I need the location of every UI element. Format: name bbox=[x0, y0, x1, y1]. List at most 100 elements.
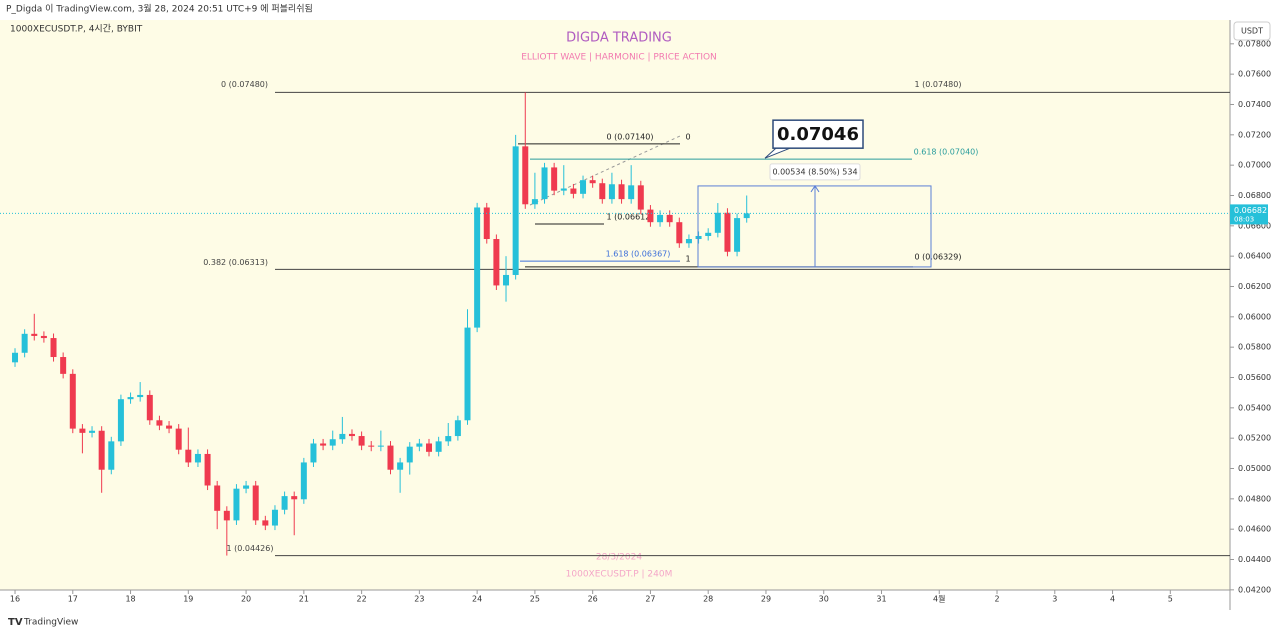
level-label: 1.618 (0.06367) bbox=[606, 250, 671, 259]
candle-body bbox=[724, 212, 731, 252]
y-tick-label: 0.04800 bbox=[1238, 494, 1271, 503]
candle-body bbox=[406, 446, 413, 463]
level-label: 0.618 (0.07040) bbox=[914, 148, 979, 157]
footer-brand: TradingView bbox=[23, 618, 78, 628]
candle-body bbox=[560, 188, 567, 191]
symbol-line: 1000XECUSDT.P, 4시간, BYBIT bbox=[10, 24, 143, 35]
candle-body bbox=[339, 433, 346, 440]
level-label: 0 (0.06329) bbox=[915, 252, 962, 261]
level-label: 0 (0.07480) bbox=[221, 80, 268, 89]
candle-body bbox=[734, 218, 741, 252]
y-tick-label: 0.05000 bbox=[1238, 464, 1271, 473]
measure-label-box bbox=[769, 163, 861, 181]
candle-body bbox=[368, 445, 375, 447]
x-tick-label: 18 bbox=[125, 595, 135, 604]
y-tick-label: 0.06000 bbox=[1238, 312, 1271, 321]
candle-body bbox=[300, 462, 307, 500]
candle-body bbox=[79, 428, 86, 433]
candle-body bbox=[493, 239, 500, 286]
y-tick-label: 0.05400 bbox=[1238, 403, 1271, 412]
candle-body bbox=[483, 207, 490, 240]
x-tick-label: 26 bbox=[588, 595, 598, 604]
y-tick-label: 0.04400 bbox=[1238, 555, 1271, 564]
currency: USDT bbox=[1241, 27, 1263, 36]
y-tick-label: 0.05200 bbox=[1238, 434, 1271, 443]
x-tick-label: 20 bbox=[241, 595, 251, 604]
candle-body bbox=[194, 453, 201, 463]
watermark-date: 28/3/2024 bbox=[596, 553, 642, 563]
candle-body bbox=[618, 184, 625, 200]
candle-body bbox=[320, 443, 327, 446]
x-tick-label: 25 bbox=[530, 595, 540, 604]
y-tick-label: 0.06400 bbox=[1238, 252, 1271, 261]
candle-body bbox=[233, 488, 240, 521]
candle-body bbox=[435, 441, 442, 452]
last-price-label: 0.06682 bbox=[1234, 206, 1267, 215]
y-tick-label: 0.05600 bbox=[1238, 373, 1271, 382]
candle-body bbox=[60, 357, 67, 374]
level-label: 1 (0.07480) bbox=[915, 80, 962, 89]
candle-body bbox=[531, 199, 538, 205]
watermark-symbol: 1000XECUSDT.P | 240M bbox=[566, 570, 673, 580]
y-tick-label: 0.06800 bbox=[1238, 191, 1271, 200]
candle-body bbox=[551, 167, 558, 191]
x-tick-label: 23 bbox=[414, 595, 424, 604]
candle-body bbox=[108, 441, 115, 470]
level-label: 1 (0.04426) bbox=[227, 544, 274, 553]
candle-body bbox=[50, 338, 57, 358]
candle-body bbox=[608, 184, 615, 200]
plot: 0.04200 0.04400 0.04600 0.04800 0.05000 0.052… bbox=[0, 39, 1271, 604]
candle-body bbox=[137, 394, 144, 398]
candle-body bbox=[166, 425, 173, 429]
measure-arrowhead bbox=[810, 185, 820, 193]
candle-body bbox=[503, 274, 510, 286]
x-tick-label: 28 bbox=[703, 595, 713, 604]
candle-body bbox=[676, 222, 683, 244]
candle-body bbox=[445, 436, 452, 442]
candle-body bbox=[310, 443, 317, 463]
candle-body bbox=[387, 445, 394, 470]
plot-background bbox=[0, 20, 1230, 590]
candle-body bbox=[589, 180, 596, 184]
candle-body bbox=[223, 510, 230, 521]
candle-body bbox=[117, 399, 124, 442]
candle-body bbox=[156, 420, 163, 426]
x-tick-label: 19 bbox=[183, 595, 193, 604]
x-tick-label: 17 bbox=[68, 595, 78, 604]
candle-body bbox=[743, 213, 750, 219]
currency-box[interactable] bbox=[1233, 21, 1271, 41]
candle-body bbox=[252, 485, 259, 521]
candle-body bbox=[291, 496, 298, 500]
candle-body bbox=[329, 439, 336, 446]
candle-body bbox=[599, 183, 606, 200]
x-tick-label: 5 bbox=[1168, 595, 1173, 604]
candle-body bbox=[358, 436, 365, 446]
candle-body bbox=[397, 462, 404, 470]
y-tick-label: 0.07000 bbox=[1238, 161, 1271, 170]
candle-body bbox=[647, 209, 654, 223]
x-tick-label: 3 bbox=[1052, 595, 1057, 604]
y-tick-label: 0.07800 bbox=[1238, 39, 1271, 48]
candle-body bbox=[377, 445, 384, 447]
watermark-subtitle: ELLIOTT WAVE | HARMONIC | PRICE ACTION bbox=[521, 53, 717, 63]
candle-body bbox=[271, 509, 278, 526]
y-tick-label: 0.07600 bbox=[1238, 70, 1271, 79]
candle-body bbox=[464, 327, 471, 421]
x-tick-label: 2 bbox=[994, 595, 999, 604]
callout-pointer bbox=[764, 147, 791, 159]
level-label: 0.382 (0.06313) bbox=[203, 258, 268, 267]
x-tick-label: 29 bbox=[761, 595, 771, 604]
level-label: 0 (0.07140) bbox=[607, 132, 654, 141]
candle-body bbox=[69, 373, 76, 429]
candle-body bbox=[522, 146, 529, 205]
candle-body bbox=[243, 485, 250, 489]
y-tick-label: 0.06200 bbox=[1238, 282, 1271, 291]
y-tick-label: 0.05800 bbox=[1238, 343, 1271, 352]
candle-body bbox=[348, 433, 355, 437]
x-tick-label: 22 bbox=[357, 595, 367, 604]
candle-body bbox=[657, 214, 664, 223]
candle-body bbox=[714, 212, 721, 233]
candle-body bbox=[175, 428, 182, 450]
candle-body bbox=[127, 397, 134, 400]
